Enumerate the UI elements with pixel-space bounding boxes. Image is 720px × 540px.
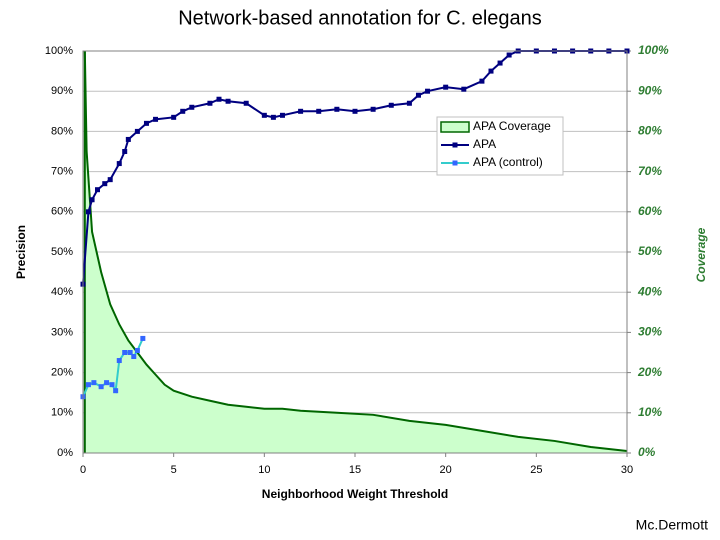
series-marker (122, 149, 128, 154)
legend-label: APA (control) (473, 155, 543, 169)
series-marker (171, 114, 177, 120)
series-marker (140, 335, 146, 341)
series-marker (143, 120, 149, 126)
legend-label: APA (473, 137, 496, 151)
coverage-line (83, 50, 628, 452)
y2-tick-label: 60% (638, 204, 662, 218)
series-marker (352, 108, 358, 114)
series-marker (109, 382, 115, 388)
series-marker (102, 181, 108, 187)
x-tick-label: 15 (349, 464, 361, 476)
y2-tick-label: 90% (638, 83, 662, 97)
y-tick-label: 30% (51, 326, 73, 338)
y-tick-label: 20% (51, 367, 73, 379)
series-marker (153, 116, 159, 122)
x-tick-label: 5 (171, 464, 177, 476)
series-marker (98, 384, 104, 390)
series-marker (406, 100, 412, 106)
x-axis-label: Neighborhood Weight Threshold (262, 487, 448, 501)
series-marker (107, 177, 113, 183)
series-marker (116, 358, 122, 364)
series-marker (461, 86, 467, 92)
y2-tick-label: 50% (638, 244, 662, 258)
y-tick-label: 50% (51, 246, 73, 258)
series-marker (443, 84, 449, 90)
chart-title: Network-based annotation for C. elegans (178, 7, 542, 29)
y-axis-label: Precision (14, 225, 28, 279)
y2-tick-label: 80% (638, 124, 662, 138)
y2-tick-label: 30% (638, 325, 662, 339)
series-marker (388, 102, 394, 108)
series-marker (89, 197, 95, 203)
series-marker (497, 60, 503, 66)
y-tick-label: 0% (57, 447, 73, 459)
footer: Mc.Dermott (636, 517, 708, 533)
y-tick-label: 100% (45, 45, 73, 57)
series-marker (207, 100, 213, 106)
y2-tick-label: 20% (637, 365, 662, 379)
legend-marker (452, 142, 458, 148)
series-marker (127, 350, 133, 355)
x-tick-label: 10 (258, 464, 270, 476)
series-marker (85, 209, 91, 215)
legend-label: APA Coverage (473, 119, 551, 133)
series-marker (479, 78, 485, 84)
series-marker (279, 112, 285, 118)
legend-swatch (440, 121, 470, 133)
series-marker (134, 347, 140, 353)
series-marker (116, 161, 122, 167)
series-marker (488, 68, 494, 74)
series-marker (216, 96, 222, 102)
y2-tick-label: 100% (638, 43, 669, 57)
y2-axis-label: Coverage (694, 227, 708, 282)
series-marker (125, 136, 131, 142)
series-marker (104, 380, 110, 386)
series-marker (370, 106, 376, 112)
series-marker (261, 112, 267, 118)
y-tick-label: 10% (51, 407, 73, 419)
series-marker (243, 100, 249, 106)
legend-marker (452, 160, 458, 166)
series-marker (131, 354, 137, 360)
series-marker (298, 108, 304, 114)
y2-tick-label: 10% (638, 405, 662, 419)
series-marker (95, 187, 101, 193)
series-marker (85, 382, 91, 388)
x-tick-label: 30 (621, 464, 633, 476)
series-marker (122, 350, 128, 355)
series-marker (316, 108, 322, 114)
y-tick-label: 40% (51, 286, 73, 298)
y2-tick-label: 40% (637, 284, 662, 298)
series-marker (113, 388, 119, 394)
y2-tick-label: 70% (638, 164, 662, 178)
y-tick-label: 90% (51, 85, 73, 97)
x-tick-label: 25 (530, 464, 542, 476)
plot-frame (82, 50, 628, 454)
series-marker (225, 98, 231, 104)
y-tick-label: 80% (51, 125, 73, 137)
x-tick-label: 0 (80, 464, 86, 476)
y2-tick-label: 0% (638, 445, 656, 459)
y-tick-label: 70% (51, 166, 73, 178)
y-tick-label: 60% (51, 206, 73, 218)
series-marker (334, 106, 340, 112)
x-tick-label: 20 (440, 464, 452, 476)
series-marker (189, 104, 195, 110)
series-marker (425, 88, 431, 94)
series-marker (415, 92, 421, 98)
series-marker (91, 380, 97, 386)
series-marker (134, 128, 140, 134)
series-marker (506, 52, 512, 58)
coverage-area (84, 51, 627, 453)
series-marker (270, 114, 276, 120)
series-marker (180, 108, 186, 114)
